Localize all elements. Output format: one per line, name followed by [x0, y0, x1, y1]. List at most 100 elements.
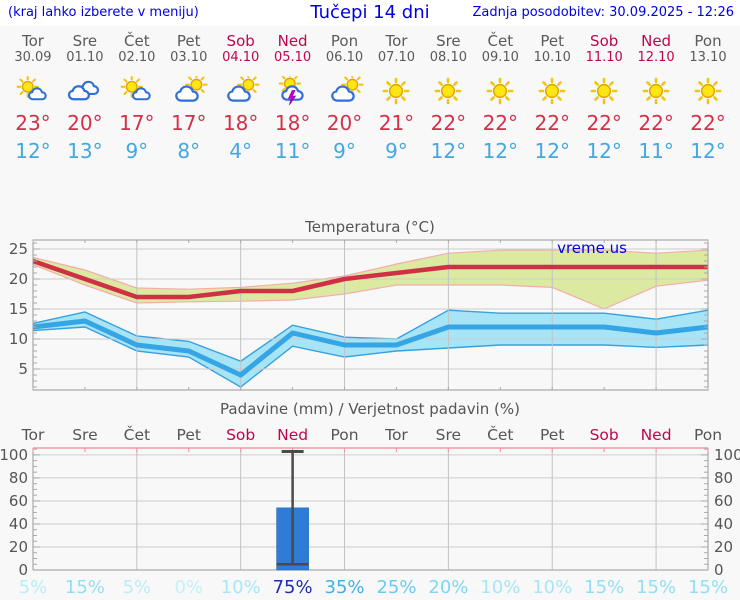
precip-probability-label: 35%	[325, 577, 365, 598]
svg-text:Tor: Tor	[21, 426, 45, 444]
day-name-label: Pon	[694, 32, 722, 50]
day-date-label: 08.10	[429, 50, 467, 65]
day-date-label: 06.10	[325, 50, 364, 65]
forecast-day: Sob 11.10 22° 12°	[578, 33, 630, 163]
precip-probability-label: 25%	[376, 577, 416, 598]
max-temp-label: 22°	[534, 111, 570, 135]
sun-icon	[481, 76, 519, 106]
svg-text:80: 80	[9, 469, 28, 487]
vreme-us-watermark-link[interactable]: vreme.us	[557, 239, 627, 257]
sun-icon	[585, 76, 623, 106]
clouds-icon	[66, 76, 104, 106]
forecast-day: Pon 13.10 22° 12°	[682, 33, 734, 163]
min-temp-label: 9°	[125, 139, 149, 163]
svg-text:20: 20	[9, 538, 28, 556]
sun-icon	[637, 76, 675, 106]
svg-text:20: 20	[9, 270, 28, 288]
day-date-label: 03.10	[170, 50, 208, 65]
day-date-label: 11.10	[585, 50, 623, 65]
day-date-label: 01.10	[66, 50, 104, 65]
precip-probability-label: 0%	[174, 577, 203, 598]
svg-text:Tor: Tor	[384, 426, 408, 444]
forecast-day: Pet 10.10 22° 12°	[526, 33, 578, 163]
max-temp-label: 21°	[378, 111, 415, 135]
max-temp-label: 18°	[222, 111, 259, 135]
min-temp-label: 4°	[229, 139, 253, 163]
day-name-label: Čet	[124, 32, 150, 50]
svg-text:40: 40	[714, 515, 733, 533]
min-temp-label: 12°	[586, 139, 622, 163]
svg-text:60: 60	[9, 492, 28, 510]
day-date-label: 04.10	[222, 50, 260, 65]
day-date-label: 02.10	[118, 50, 156, 65]
svg-text:Pon: Pon	[330, 426, 358, 444]
day-name-label: Sob	[226, 32, 255, 50]
max-temp-label: 23°	[15, 111, 51, 135]
precip-probability-label: 10%	[532, 577, 572, 598]
svg-text:Pon: Pon	[694, 426, 722, 444]
svg-text:15: 15	[9, 300, 28, 318]
svg-text:Ned: Ned	[277, 426, 308, 444]
forecast-day: Tor 07.10 21° 9°	[370, 33, 422, 163]
max-temp-label: 22°	[482, 111, 519, 135]
min-temp-label: 12°	[430, 139, 467, 163]
svg-text:Temperatura (°C): Temperatura (°C)	[304, 218, 435, 236]
sun-icon	[533, 76, 571, 106]
cloud-sun-icon	[222, 76, 260, 106]
cloud-sun-icon	[326, 76, 364, 106]
svg-text:40: 40	[9, 515, 28, 533]
svg-text:20: 20	[714, 538, 733, 556]
day-name-label: Tor	[21, 32, 44, 50]
svg-text:Sob: Sob	[590, 426, 619, 444]
svg-text:Čet: Čet	[124, 425, 150, 444]
min-temp-label: 9°	[385, 139, 408, 163]
svg-text:10: 10	[9, 330, 28, 348]
svg-text:80: 80	[714, 469, 733, 487]
min-temp-label: 8°	[177, 139, 201, 163]
page-title: Tučepi 14 dni	[310, 2, 430, 23]
day-name-label: Čet	[487, 32, 514, 50]
day-date-label: 12.10	[637, 50, 675, 65]
max-temp-label: 17°	[119, 111, 155, 135]
cloud-sun-storm-icon	[274, 76, 312, 106]
max-temp-label: 22°	[690, 111, 726, 135]
day-date-label: 09.10	[481, 50, 519, 65]
min-temp-label: 12°	[690, 139, 726, 163]
last-updated: Zadnja posodobitev: 30.09.2025 - 12:26	[472, 5, 734, 20]
forecast-day: Čet 09.10 22° 12°	[474, 33, 526, 163]
forecast-day: Pon 06.10 20° 9°	[319, 33, 371, 163]
forecast-day: Čet 02.10 17° 9°	[111, 33, 163, 163]
location-note: (kraj lahko izberete v meniju)	[8, 5, 199, 20]
max-temp-label: 22°	[638, 111, 674, 135]
sun-icon	[429, 76, 467, 106]
sun-cloud-icon	[14, 76, 52, 106]
day-date-label: 13.10	[689, 50, 727, 65]
svg-text:Pet: Pet	[540, 426, 564, 444]
day-name-label: Sob	[590, 32, 619, 50]
svg-text:Sre: Sre	[436, 426, 461, 444]
max-temp-label: 20°	[67, 111, 103, 135]
forecast-day: Pet 03.10 17° 8°	[163, 33, 215, 163]
max-temp-label: 20°	[326, 111, 363, 135]
svg-text:25: 25	[9, 240, 28, 258]
svg-text:Ned: Ned	[641, 426, 672, 444]
day-name-label: Pet	[540, 32, 565, 50]
precip-probability-label: 5%	[19, 577, 48, 598]
svg-text:0: 0	[18, 561, 28, 579]
max-temp-label: 22°	[430, 111, 467, 135]
forecast-day: Ned 12.10 22° 11°	[630, 33, 682, 163]
min-temp-label: 11°	[638, 139, 674, 163]
svg-text:Sre: Sre	[72, 426, 97, 444]
forecast-day: Ned 05.10 18° 11°	[267, 33, 319, 163]
day-name-label: Pon	[330, 32, 359, 50]
forecast-day: Sre 01.10 20° 13°	[59, 33, 111, 163]
max-temp-label: 18°	[274, 111, 311, 135]
precip-probability-label: 15%	[688, 577, 728, 598]
svg-text:Padavine (mm) / Verjetnost pad: Padavine (mm) / Verjetnost padavin (%)	[220, 400, 520, 418]
day-name-label: Tor	[385, 32, 408, 50]
min-temp-label: 13°	[67, 139, 103, 163]
svg-text:Sob: Sob	[226, 426, 255, 444]
precip-probability-label: 75%	[273, 577, 313, 598]
forecast-days-row: Tor 30.09 23° 12° Sre 01.10 20° 13° Čet 02.10 17° 9…	[7, 33, 734, 163]
precip-probability-label: 15%	[584, 577, 624, 598]
